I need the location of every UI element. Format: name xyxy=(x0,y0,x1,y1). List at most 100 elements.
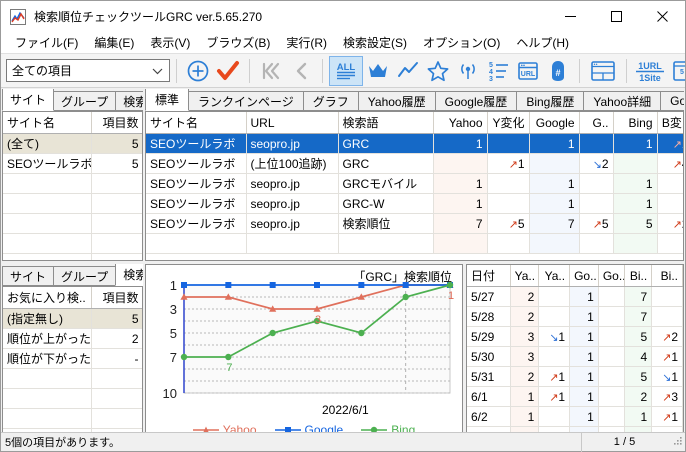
table-row[interactable] xyxy=(3,408,142,429)
cell-empty xyxy=(433,233,488,254)
menu-search-settings[interactable]: 検索設定(S) xyxy=(343,36,407,50)
table-row[interactable] xyxy=(3,193,142,214)
table-row[interactable]: (全て) 5 xyxy=(3,133,142,154)
hashtag-button[interactable]: # xyxy=(543,56,573,86)
menu-help[interactable]: ヘルプ(H) xyxy=(516,36,569,50)
tab-yahoo-history[interactable]: Yahoo履歴 xyxy=(357,91,436,111)
rank-chart-panel[interactable]: 「GRC」検索順位 1 3 5 7 10 7 3 1 Yahoo xyxy=(145,264,463,440)
cell-favorite-name xyxy=(3,368,92,389)
menu-run[interactable]: 実行(R) xyxy=(286,36,327,50)
table-row[interactable]: 6/1 1 ↗1 1 2 ↗3 xyxy=(467,386,683,407)
col-yahoo[interactable]: Yahoo xyxy=(433,112,488,134)
col-google-change[interactable]: G.. xyxy=(579,112,614,134)
col-bing-change[interactable]: Bi.. xyxy=(651,265,683,287)
cell-url: seopro.jp xyxy=(246,213,339,234)
table-row[interactable]: SEOツールラボ seopro.jp GRC-W 1 1 1 xyxy=(146,193,683,214)
menu-edit[interactable]: 編集(E) xyxy=(94,36,135,50)
main-results-grid[interactable]: サイト名 URL 検索語 Yahoo Y変化 Google G.. Bing B… xyxy=(145,112,684,261)
tab-bing-history[interactable]: Bing履歴 xyxy=(516,91,585,111)
table-row[interactable] xyxy=(3,253,142,260)
col-yahoo-change[interactable]: Y変化 xyxy=(487,112,530,134)
url-button[interactable]: URL xyxy=(513,56,543,86)
tab-rankin-page[interactable]: ランクインページ xyxy=(188,91,304,111)
one-url-multi-site-button[interactable]: 5 xyxy=(667,56,685,86)
execute-check-button[interactable] xyxy=(213,56,243,86)
table-row[interactable]: 5/29 3 ↘1 1 5 ↗2 xyxy=(467,326,683,347)
graph-button[interactable] xyxy=(393,56,423,86)
cell-bing-rank: 1 xyxy=(624,406,653,427)
col-site-name[interactable]: サイト名 xyxy=(3,112,92,134)
col-bing-rank[interactable]: Bi.. xyxy=(624,265,653,287)
tab-site[interactable]: サイト xyxy=(2,89,55,111)
col-google-rank[interactable]: Go.. xyxy=(569,265,599,287)
layout-button[interactable] xyxy=(586,56,620,86)
table-row[interactable] xyxy=(3,388,142,409)
sort-order-button[interactable]: 5 4 3 xyxy=(483,56,513,86)
table-row[interactable]: 順位が上がった 2 xyxy=(3,328,142,349)
tab-yahoo-detail[interactable]: Yahoo詳細 xyxy=(583,91,662,111)
table-row[interactable] xyxy=(3,233,142,254)
site-grid[interactable]: サイト名 項目数 (全て) 5 SEOツールラボ 5 xyxy=(2,112,143,261)
minimize-button[interactable] xyxy=(547,1,593,32)
menu-file[interactable]: ファイル(F) xyxy=(15,36,79,50)
table-row[interactable]: 6/2 1 1 1 ↗1 xyxy=(467,406,683,427)
table-row[interactable]: SEOツールラボ seopro.jp GRC 1 1 1 ↗1 xyxy=(146,133,683,154)
tab-search[interactable]: 検索 xyxy=(115,91,143,111)
cell-yahoo-rank: 1 xyxy=(433,193,488,214)
favorites-button[interactable] xyxy=(423,56,453,86)
col-item-count[interactable]: 項目数 xyxy=(91,287,142,309)
col-url[interactable]: URL xyxy=(246,112,339,134)
col-bing[interactable]: Bing xyxy=(613,112,658,134)
menu-browse[interactable]: ブラウズ(B) xyxy=(206,36,271,50)
signal-button[interactable] xyxy=(453,56,483,86)
tab-search-2[interactable]: 検索 xyxy=(115,264,143,286)
table-row[interactable]: 5/30 3 1 4 ↗1 xyxy=(467,346,683,367)
col-keyword[interactable]: 検索語 xyxy=(338,112,434,134)
svg-text:#: # xyxy=(555,68,560,78)
col-yahoo-rank[interactable]: Ya.. xyxy=(510,265,540,287)
all-items-button[interactable]: ALL xyxy=(329,55,363,86)
col-bing-change[interactable]: B変.. xyxy=(657,112,683,134)
previous-page-button[interactable] xyxy=(286,56,316,86)
top-rank-button[interactable] xyxy=(363,56,393,86)
table-row[interactable] xyxy=(3,213,142,234)
table-row[interactable]: (指定無し) 5 xyxy=(3,308,142,329)
col-item-count[interactable]: 項目数 xyxy=(91,112,142,134)
table-row[interactable]: SEOツールラボ (上位100追跡) GRC ↗1 ↘2 ↗4 xyxy=(146,153,683,174)
one-url-one-site-button[interactable]: 1URL 1Site xyxy=(633,56,667,86)
col-google[interactable]: Google xyxy=(529,112,580,134)
maximize-button[interactable] xyxy=(593,1,639,32)
close-button[interactable] xyxy=(639,1,685,32)
tab-group-2[interactable]: グループ xyxy=(53,266,117,286)
table-row[interactable] xyxy=(3,368,142,389)
table-row[interactable]: SEOツールラボ seopro.jp GRCモバイル 1 1 1 xyxy=(146,173,683,194)
resize-grip-icon[interactable] xyxy=(667,436,685,448)
menu-view[interactable]: 表示(V) xyxy=(150,36,191,50)
col-google-change[interactable]: Go.. xyxy=(598,265,626,287)
cell-google-change xyxy=(579,133,614,154)
tab-google-detail[interactable]: Googl xyxy=(660,91,684,111)
col-site-name[interactable]: サイト名 xyxy=(146,112,247,134)
favorite-search-grid[interactable]: お気に入り検.. 項目数 (指定無し) 5 順位が上がった 2 順位が下がった - xyxy=(2,287,143,440)
tab-standard[interactable]: 標準 xyxy=(145,89,190,111)
table-row[interactable]: SEOツールラボ seopro.jp 検索順位 7 ↗5 7 ↗5 5 ↗2 xyxy=(146,213,683,234)
table-row[interactable]: 5/28 2 1 7 xyxy=(467,306,683,327)
col-date[interactable]: 日付 xyxy=(467,265,511,287)
table-row[interactable] xyxy=(3,173,142,194)
filter-combobox[interactable]: 全ての項目 xyxy=(6,59,170,82)
tab-google-history[interactable]: Google履歴 xyxy=(434,91,518,111)
menu-options[interactable]: オプション(O) xyxy=(423,36,501,50)
table-row[interactable]: 順位が下がった - xyxy=(3,348,142,369)
table-row[interactable]: 5/31 2 ↗1 1 5 ↘1 xyxy=(467,366,683,387)
tab-group[interactable]: グループ xyxy=(53,91,117,111)
table-row[interactable] xyxy=(146,233,683,254)
history-panel[interactable]: 日付 Ya.. Ya.. Go.. Go.. Bi.. Bi.. xyxy=(466,264,684,440)
col-favorite-search[interactable]: お気に入り検.. xyxy=(3,287,92,309)
tab-graph[interactable]: グラフ xyxy=(302,91,359,111)
first-page-button[interactable] xyxy=(256,56,286,86)
col-yahoo-change[interactable]: Ya.. xyxy=(538,265,571,287)
tab-site-2[interactable]: サイト xyxy=(2,266,55,286)
table-row[interactable]: SEOツールラボ 5 xyxy=(3,153,142,174)
add-item-button[interactable] xyxy=(183,56,213,86)
table-row[interactable]: 5/27 2 1 7 xyxy=(467,286,683,307)
